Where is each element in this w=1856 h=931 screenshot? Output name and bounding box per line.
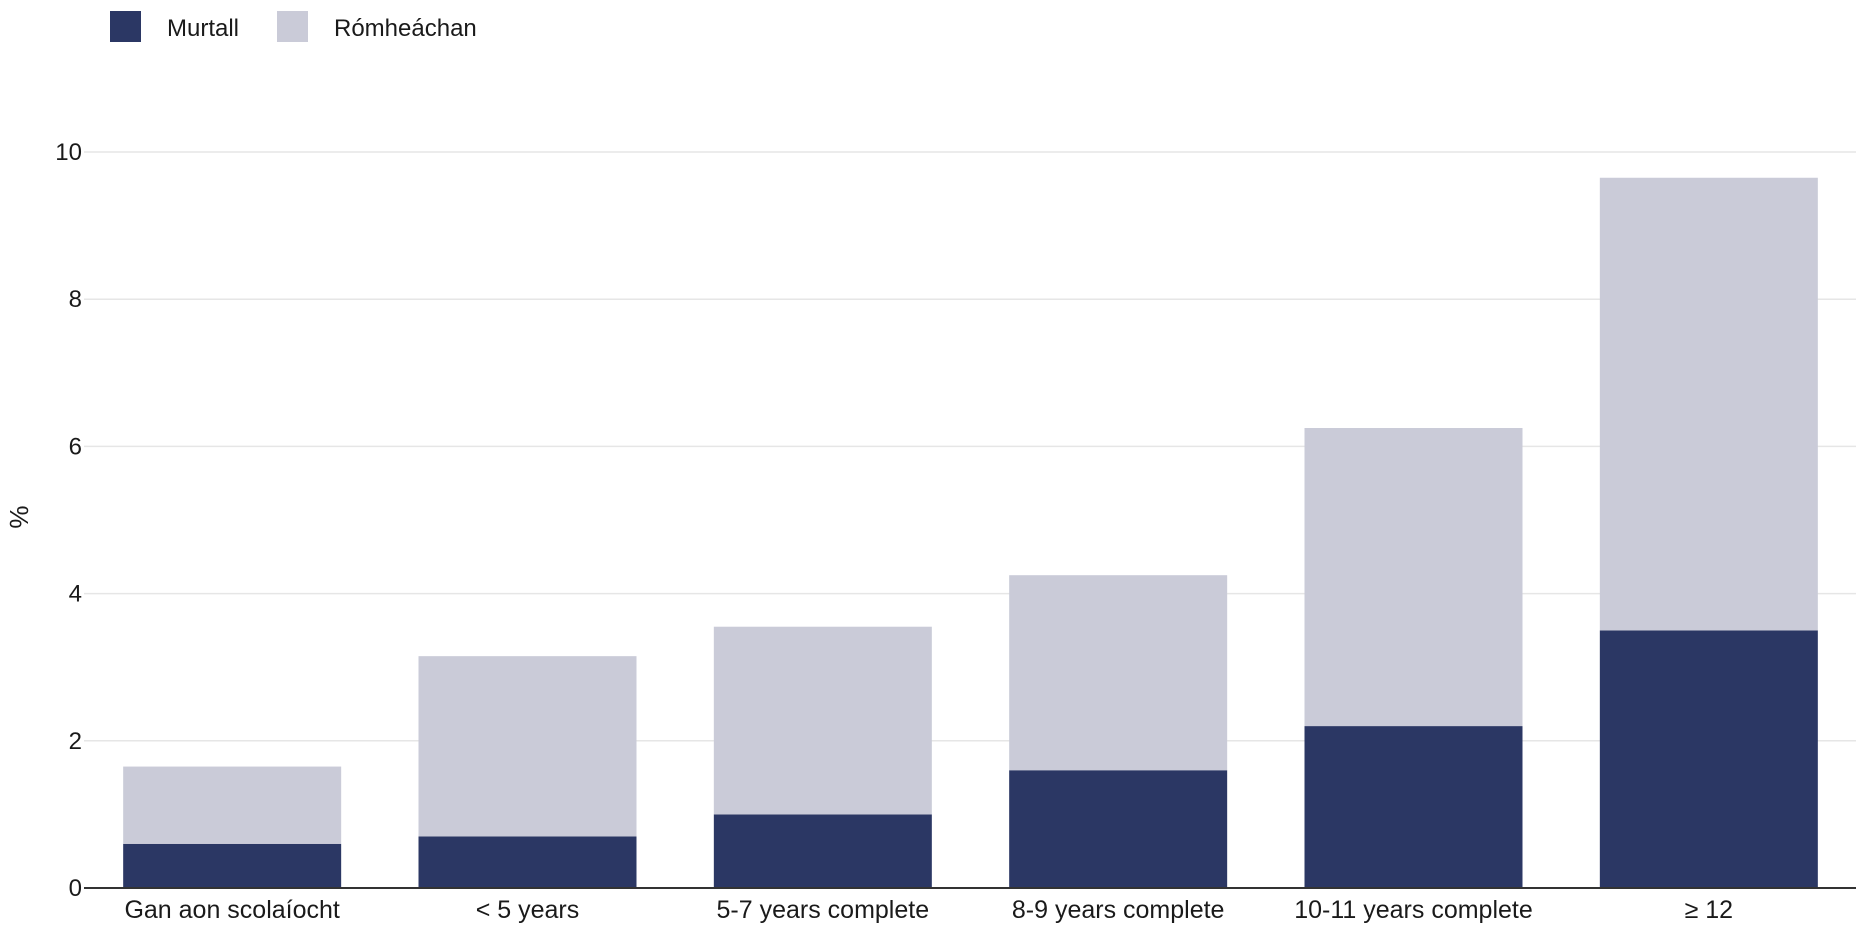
bar-murtall-4 [1305,726,1523,888]
bar-romheachan-2 [714,627,932,815]
y-tick-label: 0 [69,875,82,902]
x-tick-label: Gan aon scolaíocht [124,896,339,924]
bar-murtall-1 [419,836,637,888]
bars [123,178,1818,888]
bar-murtall-2 [714,814,932,888]
x-tick-label: ≥ 12 [1685,896,1733,924]
y-axis-title: % [4,505,34,528]
bar-murtall-0 [123,844,341,888]
y-tick-label: 6 [69,433,82,460]
legend-swatch [110,11,141,42]
bar-romheachan-5 [1600,178,1818,631]
bar-murtall-3 [1009,770,1227,888]
bar-romheachan-3 [1009,575,1227,770]
gridlines [84,152,1856,741]
y-tick-label: 8 [69,286,82,313]
y-axis: 0 2 4 6 8 10 [55,139,82,902]
legend: Murtall Rómheáchan [110,11,477,42]
x-axis: Gan aon scolaíocht < 5 years 5-7 years com… [124,896,1733,924]
x-tick-label: 5-7 years complete [717,896,930,924]
bar-romheachan-0 [123,767,341,844]
x-tick-label: < 5 years [476,896,580,924]
x-tick-label: 10-11 years complete [1294,896,1533,924]
legend-label: Rómheáchan [334,15,477,42]
y-tick-label: 10 [55,139,82,166]
legend-label: Murtall [167,15,239,42]
bar-murtall-5 [1600,630,1818,888]
bar-romheachan-1 [419,656,637,836]
bar-romheachan-4 [1305,428,1523,726]
y-tick-label: 4 [69,581,82,608]
x-tick-label: 8-9 years complete [1012,896,1225,924]
legend-swatch [277,11,308,42]
y-tick-label: 2 [69,728,82,755]
